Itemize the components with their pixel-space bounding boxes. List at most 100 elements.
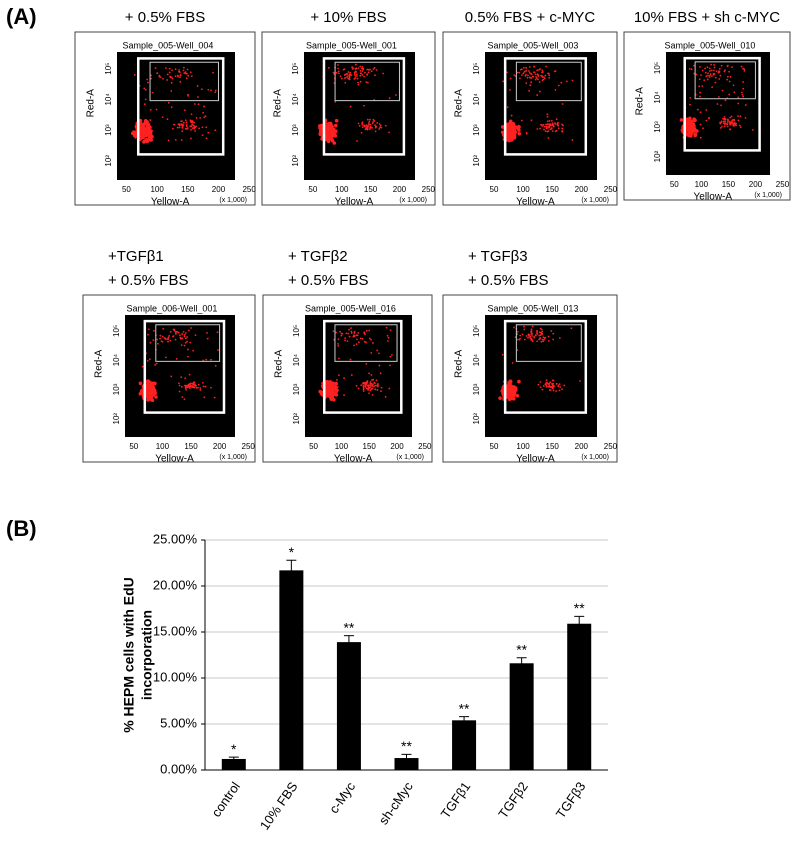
event-dot	[151, 392, 156, 397]
event-dot	[711, 86, 713, 89]
y-axis-label: Red-A	[273, 89, 284, 118]
event-dot	[561, 388, 563, 391]
significance: **	[516, 641, 527, 657]
event-dot	[731, 66, 733, 68]
event-dot	[159, 76, 162, 79]
event-dot	[144, 98, 147, 101]
event-dot	[149, 108, 152, 111]
event-dot	[530, 328, 533, 331]
x-tick-label: 150	[546, 442, 560, 451]
y-axis-label: Red-A	[454, 89, 465, 118]
event-dot	[349, 358, 352, 361]
events	[500, 65, 574, 143]
event-dot	[355, 343, 358, 346]
event-dot	[528, 89, 531, 92]
event-dot	[529, 76, 532, 79]
event-dot	[723, 122, 725, 125]
event-dot	[729, 122, 732, 125]
event-dot	[191, 120, 194, 123]
event-dot	[728, 70, 731, 73]
event-dot	[175, 358, 178, 360]
event-dot	[701, 85, 704, 87]
event-dot	[166, 79, 169, 81]
event-dot	[369, 384, 372, 387]
event-dot	[371, 122, 374, 125]
event-dot	[178, 71, 181, 73]
event-dot	[335, 331, 337, 334]
event-dot	[742, 95, 745, 98]
event-dot	[205, 126, 208, 129]
event-dot	[348, 328, 350, 331]
y-tick-label: 10⁵	[291, 63, 300, 75]
event-dot	[366, 380, 369, 382]
event-dot	[548, 126, 551, 129]
event-dot	[704, 67, 707, 70]
event-dot	[354, 63, 357, 66]
event-dot	[332, 132, 337, 137]
event-dot	[522, 72, 525, 75]
x-tick-label: 50	[122, 185, 131, 194]
event-dot	[552, 383, 554, 385]
event-dot	[547, 127, 549, 129]
event-dot	[161, 116, 164, 119]
event-dot	[348, 78, 351, 81]
event-dot	[189, 71, 192, 74]
event-dot	[507, 396, 512, 401]
event-dot	[180, 385, 183, 388]
event-dot	[141, 123, 145, 127]
event-dot	[202, 385, 205, 388]
y-tick-label: 10⁵	[472, 325, 481, 337]
event-dot	[722, 120, 725, 123]
event-dot	[356, 140, 358, 142]
event-dot	[512, 135, 517, 140]
event-dot	[558, 389, 561, 392]
event-dot	[539, 68, 542, 70]
event-dot	[530, 331, 533, 334]
event-dot	[179, 124, 181, 126]
event-dot	[182, 69, 185, 72]
event-dot	[195, 386, 198, 389]
event-dot	[337, 338, 340, 341]
event-dot	[541, 69, 544, 72]
event-dot	[362, 388, 365, 391]
event-dot	[706, 66, 709, 69]
event-dot	[389, 355, 392, 358]
event-dot	[536, 329, 538, 332]
event-dot	[724, 118, 727, 120]
event-dot	[369, 381, 372, 383]
event-dot	[737, 115, 739, 118]
event-dot	[183, 335, 186, 338]
event-dot	[376, 389, 379, 391]
event-dot	[146, 130, 151, 135]
event-dot	[551, 122, 554, 125]
event-dot	[355, 73, 358, 76]
y-tick-label: 10³	[653, 121, 662, 133]
event-dot	[702, 127, 704, 130]
event-dot	[723, 125, 726, 128]
event-dot	[185, 388, 187, 391]
event-dot	[696, 108, 699, 111]
event-dot	[742, 81, 745, 83]
event-dot	[384, 124, 387, 127]
event-dot	[340, 77, 343, 80]
event-dot	[506, 128, 511, 132]
x-tick-label: 250	[604, 185, 618, 194]
event-dot	[527, 336, 529, 339]
event-dot	[546, 115, 549, 118]
event-dot	[543, 337, 546, 340]
event-dot	[713, 64, 715, 66]
event-dot	[541, 125, 544, 127]
event-dot	[147, 333, 149, 336]
event-dot	[184, 337, 187, 340]
panel-label: (A)	[6, 4, 37, 29]
bar	[394, 758, 419, 770]
event-dot	[555, 129, 558, 132]
gate-inner	[515, 61, 582, 102]
event-dot	[563, 384, 566, 387]
event-dot	[210, 386, 212, 389]
event-dot	[547, 72, 550, 75]
y-tick-label: 5.00%	[160, 715, 197, 730]
event-dot	[142, 127, 147, 131]
event-dot	[145, 124, 150, 129]
event-dot	[708, 76, 711, 78]
